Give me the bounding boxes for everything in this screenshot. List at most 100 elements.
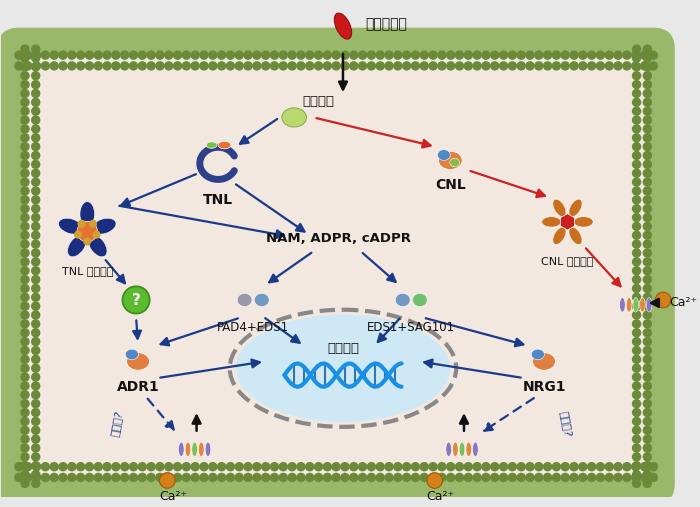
Circle shape [632,142,641,152]
Circle shape [375,462,385,472]
Circle shape [411,50,420,60]
Circle shape [632,461,641,470]
Circle shape [20,354,29,364]
Circle shape [32,50,41,60]
Circle shape [111,50,120,60]
Circle shape [102,61,112,70]
Circle shape [596,462,605,472]
Circle shape [643,97,652,107]
Text: Ca²⁺: Ca²⁺ [669,297,697,309]
Circle shape [31,106,41,116]
Circle shape [31,80,41,89]
Circle shape [622,462,631,472]
Circle shape [340,462,350,472]
Circle shape [31,195,41,204]
Circle shape [622,50,631,60]
Circle shape [173,50,182,60]
Text: NAM, ADPR, cADPR: NAM, ADPR, cADPR [265,232,411,245]
Circle shape [20,364,29,373]
Circle shape [349,473,358,482]
Circle shape [358,473,368,482]
Circle shape [632,151,641,160]
Ellipse shape [254,294,270,307]
Circle shape [67,50,76,60]
Circle shape [490,50,500,60]
Circle shape [244,473,253,482]
Circle shape [225,462,235,472]
Ellipse shape [620,298,625,312]
Circle shape [20,390,29,400]
Circle shape [225,473,235,482]
Circle shape [20,151,29,160]
Circle shape [129,473,138,482]
Circle shape [305,61,314,70]
Circle shape [31,248,41,258]
Circle shape [632,434,641,444]
Circle shape [190,462,200,472]
Circle shape [643,213,652,222]
Circle shape [252,61,262,70]
Circle shape [375,50,385,60]
Ellipse shape [67,235,86,257]
Circle shape [32,61,41,70]
Circle shape [643,133,652,142]
Circle shape [323,61,332,70]
Circle shape [31,257,41,267]
Circle shape [631,473,640,482]
Circle shape [419,50,429,60]
Ellipse shape [335,13,351,39]
Text: TNL 抗病小体: TNL 抗病小体 [62,266,113,276]
Circle shape [160,473,175,488]
Circle shape [314,462,323,472]
Circle shape [20,124,29,134]
Circle shape [190,61,200,70]
Circle shape [20,115,29,125]
Circle shape [508,473,517,482]
Circle shape [20,479,29,488]
Circle shape [31,133,41,142]
Ellipse shape [459,442,465,456]
Circle shape [190,473,200,482]
Circle shape [525,473,535,482]
Circle shape [643,479,652,488]
Circle shape [323,473,332,482]
Circle shape [543,462,552,472]
Ellipse shape [466,442,472,456]
Circle shape [20,97,29,107]
Circle shape [270,61,279,70]
Circle shape [31,266,41,275]
Circle shape [20,142,29,152]
Circle shape [632,452,641,461]
Circle shape [20,381,29,391]
Circle shape [490,473,500,482]
Circle shape [632,160,641,169]
Circle shape [20,399,29,409]
Circle shape [50,50,59,60]
Circle shape [632,133,641,142]
Circle shape [384,462,393,472]
Circle shape [569,61,579,70]
Circle shape [569,50,579,60]
Ellipse shape [446,442,452,456]
Circle shape [632,346,641,355]
Circle shape [596,473,605,482]
Circle shape [20,89,29,98]
Circle shape [23,61,32,70]
Ellipse shape [88,235,107,257]
Circle shape [111,473,120,482]
Circle shape [481,473,491,482]
Circle shape [367,50,376,60]
Circle shape [587,61,596,70]
Circle shape [643,53,652,63]
Circle shape [393,473,402,482]
Circle shape [50,61,59,70]
Circle shape [411,61,420,70]
Circle shape [89,220,97,228]
Circle shape [155,50,164,60]
Circle shape [138,462,147,472]
Circle shape [375,473,385,482]
Circle shape [20,160,29,169]
Circle shape [428,462,438,472]
Circle shape [455,50,464,60]
Circle shape [643,248,652,258]
